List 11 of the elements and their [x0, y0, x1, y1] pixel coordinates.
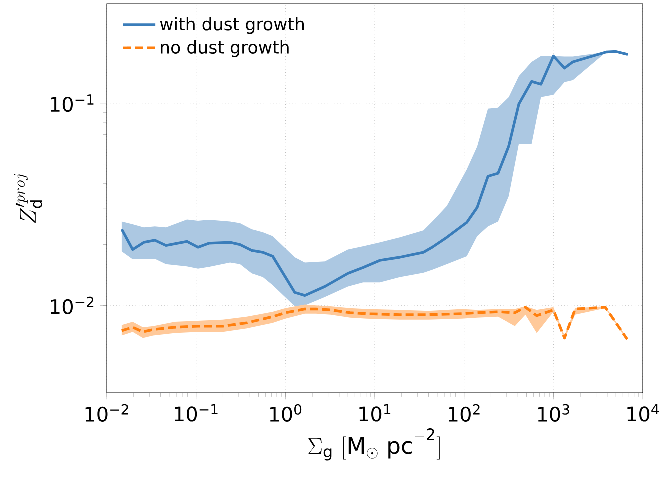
legend-label: no dust growth: [161, 40, 289, 58]
y-axis-title: $Z_{\rm d}^{\prime proj}$: [14, 174, 42, 224]
x-tick-label: 10$^{−1}$: [175, 404, 218, 422]
x-tick-label: 10$^{−2}$: [86, 404, 128, 422]
x-tick-label: 10$^{4}$: [628, 404, 660, 422]
x-tick-label: 10$^{3}$: [538, 404, 570, 422]
x-tick-label: 10$^{1}$: [360, 404, 391, 422]
x-axis-title: $\Sigma_{\rm g}\ [{\rm M_\odot\ pc^{-2}}]$: [308, 428, 440, 461]
x-tick-label: 10$^{2}$: [449, 404, 480, 422]
x-tick-label: 10$^{0}$: [270, 404, 302, 422]
legend-label: with dust growth: [160, 17, 304, 34]
